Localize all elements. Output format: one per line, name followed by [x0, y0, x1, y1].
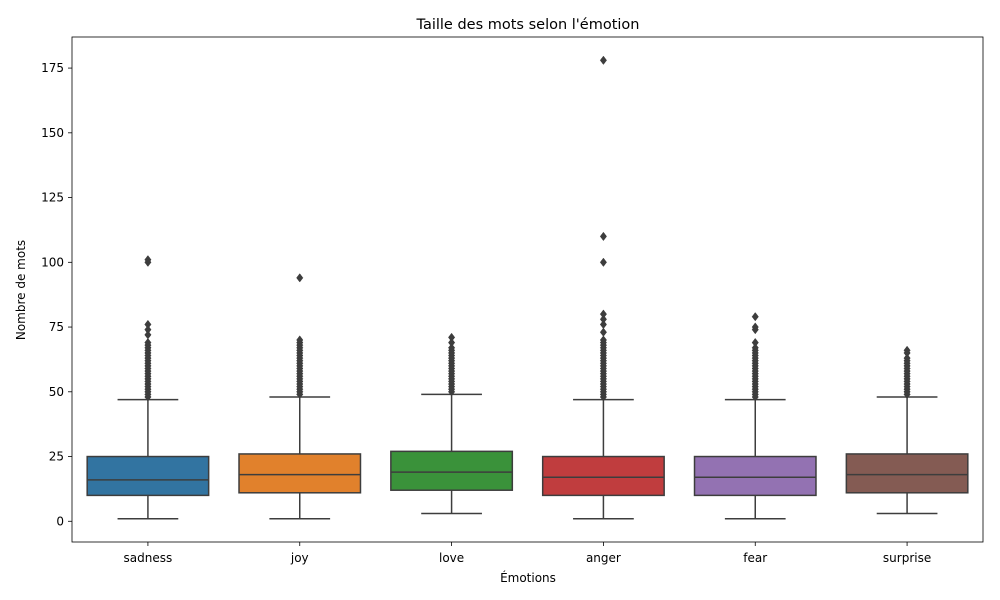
x-tick-label: sadness — [124, 551, 173, 565]
plot-area — [86, 55, 969, 520]
outlier-point — [144, 319, 152, 330]
outlier-point — [599, 314, 607, 324]
box-iqr — [541, 455, 665, 497]
y-tick-label: 75 — [49, 320, 64, 334]
outlier-point — [599, 231, 607, 242]
box-joy — [238, 273, 362, 520]
outlier-point — [599, 55, 607, 65]
outlier-point — [903, 345, 911, 355]
outlier-point — [599, 309, 607, 319]
outlier-point — [751, 322, 759, 332]
x-axis: sadness joy love anger fear surprise — [124, 542, 931, 565]
x-tick-label: love — [439, 551, 464, 565]
x-tick-label: joy — [290, 551, 309, 565]
outlier-point — [599, 335, 607, 345]
box-iqr — [86, 455, 210, 497]
outlier-point — [599, 327, 607, 337]
outlier-point — [144, 337, 152, 348]
outlier-point — [599, 319, 607, 330]
outlier-point — [144, 330, 152, 340]
y-axis: 0 25 50 75 100 125 150 175 — [41, 61, 72, 528]
box-surprise — [845, 345, 969, 515]
y-tick-label: 175 — [41, 61, 64, 75]
x-tick-label: surprise — [883, 551, 931, 565]
outlier-point — [448, 337, 456, 348]
x-tick-label: fear — [743, 551, 767, 565]
x-axis-label: Émotions — [500, 570, 556, 585]
outlier-point — [903, 353, 911, 363]
box-fear — [693, 312, 817, 520]
y-tick-label: 150 — [41, 126, 64, 140]
y-tick-label: 125 — [41, 191, 64, 205]
outlier-point — [144, 255, 152, 265]
outlier-point — [296, 273, 304, 283]
y-tick-label: 0 — [56, 514, 64, 528]
box-iqr — [845, 453, 969, 494]
y-axis-label: Nombre de mots — [14, 240, 28, 340]
outlier-point — [751, 337, 759, 348]
outlier-point — [448, 343, 456, 353]
box-love — [390, 332, 514, 515]
box-anger — [541, 55, 665, 520]
outlier-point — [751, 312, 759, 322]
y-tick-label: 100 — [41, 255, 64, 269]
x-tick-label: anger — [586, 551, 621, 565]
y-tick-label: 25 — [49, 450, 64, 464]
outlier-point — [296, 335, 304, 345]
outlier-point — [144, 325, 152, 335]
box-iqr — [693, 455, 817, 497]
y-tick-label: 50 — [49, 385, 64, 399]
outlier-point — [751, 343, 759, 353]
box-iqr — [238, 453, 362, 494]
box-iqr — [390, 450, 514, 491]
axes-frame — [71, 36, 984, 543]
box-sadness — [86, 255, 210, 520]
chart-title: Taille des mots selon l'émotion — [416, 17, 640, 33]
outlier-point — [448, 332, 456, 343]
outlier-point — [599, 257, 607, 267]
